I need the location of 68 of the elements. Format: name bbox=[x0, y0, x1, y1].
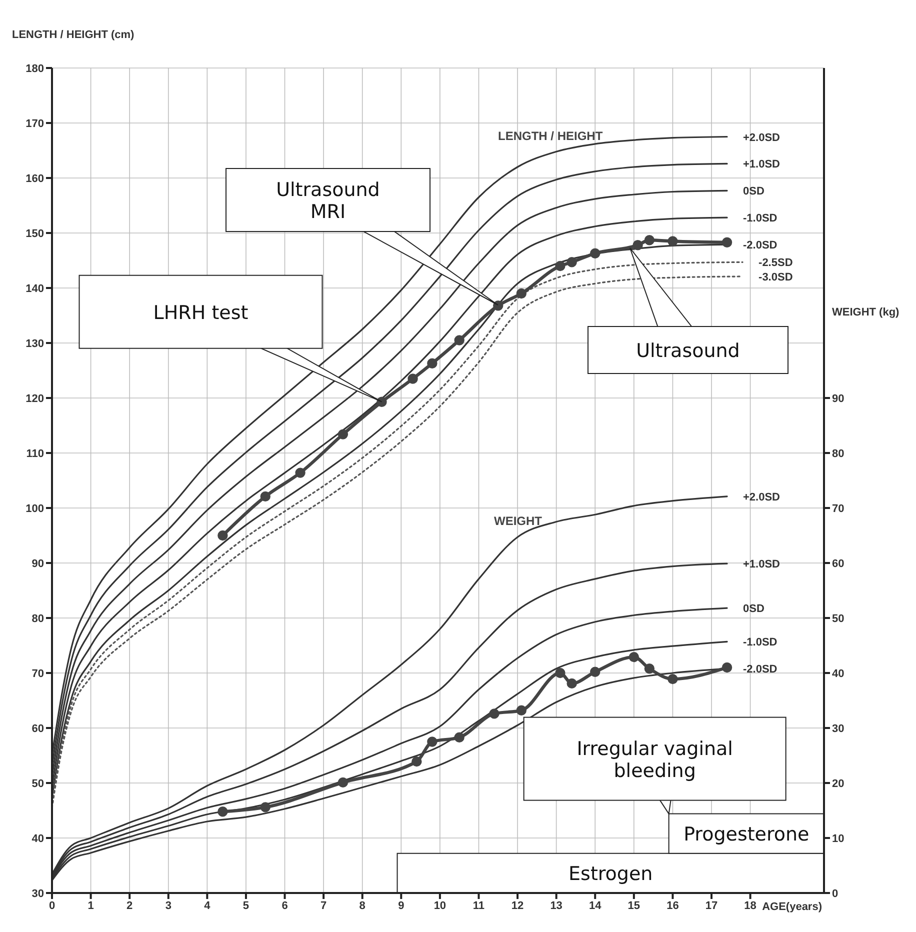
y-tick-label: 150 bbox=[26, 228, 44, 240]
x-tick-label: 15 bbox=[628, 900, 640, 912]
y-tick-label: 160 bbox=[26, 172, 44, 185]
y-tick-label: 130 bbox=[26, 338, 44, 350]
y-tick-label: 120 bbox=[26, 392, 44, 405]
y2-axis-title: WEIGHT (kg) bbox=[832, 306, 900, 318]
x-tick-label: 18 bbox=[744, 900, 756, 912]
y2-tick-label: 80 bbox=[832, 448, 844, 460]
y-tick-label: 170 bbox=[26, 118, 44, 130]
series-label: +2.0SD bbox=[743, 491, 780, 504]
series-label: -2.0SD bbox=[743, 240, 778, 252]
y2-tick-label: 0 bbox=[832, 888, 838, 900]
annotation: WEIGHT bbox=[494, 514, 543, 528]
x-tick-label: 5 bbox=[242, 900, 250, 912]
x-tick-label: 17 bbox=[705, 900, 718, 912]
annotation: Irregular vaginal bleeding bbox=[576, 738, 733, 782]
annotation: Ultrasound MRI bbox=[276, 179, 380, 223]
series-label: +1.0SD bbox=[743, 558, 780, 571]
y2-tick-label: 30 bbox=[832, 722, 844, 735]
series-label: -2.0SD bbox=[743, 664, 778, 676]
y-tick-label: 40 bbox=[32, 832, 44, 845]
x-tick-label: 7 bbox=[320, 900, 327, 912]
annotation: LENGTH / HEIGHT bbox=[498, 129, 604, 143]
callout-box: LHRH test bbox=[78, 274, 382, 402]
series-label: -1.0SD bbox=[743, 636, 778, 649]
x-tick-label: 16 bbox=[666, 900, 679, 912]
y-tick-label: 80 bbox=[32, 612, 44, 625]
x-tick-label: 13 bbox=[550, 900, 562, 912]
y2-tick-label: 60 bbox=[832, 558, 844, 570]
y-tick-label: 140 bbox=[26, 282, 44, 295]
x-tick-label: 11 bbox=[472, 900, 485, 912]
y-axis-title: LENGTH / HEIGHT (cm) bbox=[12, 29, 135, 41]
series-label: -1.0SD bbox=[743, 212, 778, 225]
x-tick-label: 9 bbox=[398, 900, 404, 912]
y-tick-label: 110 bbox=[26, 448, 44, 460]
y2-tick-label: 50 bbox=[832, 612, 844, 625]
x-tick-label: 12 bbox=[511, 900, 524, 912]
series-label: 0SD bbox=[743, 186, 764, 198]
series-label: -2.5SD bbox=[758, 257, 793, 270]
y-tick-label: 30 bbox=[32, 888, 44, 900]
series-label: +1.0SD bbox=[743, 158, 780, 171]
x-axis-title: AGE(years) bbox=[762, 901, 822, 913]
y-tick-label: 100 bbox=[26, 502, 44, 515]
x-tick-label: 6 bbox=[282, 900, 288, 912]
annotation: Ultrasound bbox=[636, 340, 740, 362]
y-tick-label: 90 bbox=[32, 558, 44, 570]
series-label: 0SD bbox=[743, 603, 764, 616]
series-label: -3.0SD bbox=[758, 271, 793, 284]
y-tick-label: 50 bbox=[32, 778, 44, 790]
x-tick-label: 0 bbox=[48, 900, 56, 912]
y2-tick-label: 40 bbox=[832, 668, 844, 680]
y2-tick-label: 10 bbox=[832, 832, 844, 845]
y2-tick-label: 20 bbox=[832, 778, 844, 790]
band-label: Estrogen bbox=[568, 862, 653, 885]
x-tick-label: 10 bbox=[434, 900, 446, 912]
y-tick-label: 60 bbox=[32, 722, 44, 735]
x-tick-label: 14 bbox=[588, 900, 602, 912]
x-tick-label: 4 bbox=[204, 900, 212, 912]
x-tick-label: 2 bbox=[126, 900, 133, 912]
y-tick-label: 70 bbox=[32, 668, 44, 680]
x-tick-label: 3 bbox=[165, 900, 172, 912]
band-label: Progesterone bbox=[684, 823, 810, 846]
x-tick-label: 8 bbox=[359, 900, 366, 912]
series-label: +2.0SD bbox=[743, 132, 780, 144]
x-tick-label: 1 bbox=[88, 900, 94, 912]
y2-tick-label: 90 bbox=[832, 392, 844, 405]
y2-tick-label: 70 bbox=[832, 502, 844, 515]
y-tick-label: 180 bbox=[26, 62, 44, 75]
